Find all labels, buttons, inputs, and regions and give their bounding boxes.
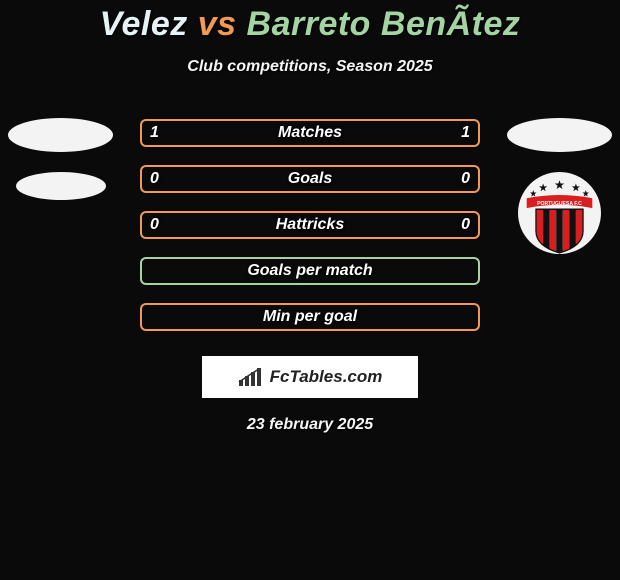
stat-right-value: 0 <box>461 170 470 188</box>
bar-chart-icon <box>238 367 264 387</box>
stat-left-value: 0 <box>150 170 159 188</box>
stat-left-value: 1 <box>150 124 159 142</box>
player1-name: Velez <box>100 5 188 43</box>
stat-row: Goals per match <box>0 248 620 294</box>
stat-pill-min-per-goal: Min per goal <box>140 303 480 331</box>
attribution-box: FcTables.com <box>202 356 418 398</box>
comparison-card: Velez vs Barreto BenÃ­tez Club competiti… <box>0 0 620 580</box>
stat-label: Matches <box>278 124 342 142</box>
stat-right-value: 0 <box>461 216 470 234</box>
subtitle: Club competitions, Season 2025 <box>0 58 620 76</box>
page-title: Velez vs Barreto BenÃ­tez <box>0 5 620 44</box>
stat-pill-matches: 1 Matches 1 <box>140 119 480 147</box>
stat-right-value: 1 <box>461 124 470 142</box>
stat-pill-hattricks: 0 Hattricks 0 <box>140 211 480 239</box>
stat-label: Goals <box>288 170 332 188</box>
stat-left-value: 0 <box>150 216 159 234</box>
player2-name: Barreto BenÃ­tez <box>247 5 521 43</box>
stats-list: 1 Matches 1 0 Goals 0 0 Hattricks 0 Goal… <box>0 110 620 340</box>
stat-label: Hattricks <box>276 216 344 234</box>
vs-separator: vs <box>198 5 237 43</box>
stat-row: 0 Goals 0 <box>0 156 620 202</box>
attribution-text: FcTables.com <box>270 367 383 387</box>
stat-row: Min per goal <box>0 294 620 340</box>
stat-label: Min per goal <box>263 308 357 326</box>
stat-pill-goals-per-match: Goals per match <box>140 257 480 285</box>
stat-pill-goals: 0 Goals 0 <box>140 165 480 193</box>
stat-row: 0 Hattricks 0 <box>0 202 620 248</box>
date-stamp: 23 february 2025 <box>0 416 620 434</box>
stat-row: 1 Matches 1 <box>0 110 620 156</box>
stat-label: Goals per match <box>247 262 372 280</box>
